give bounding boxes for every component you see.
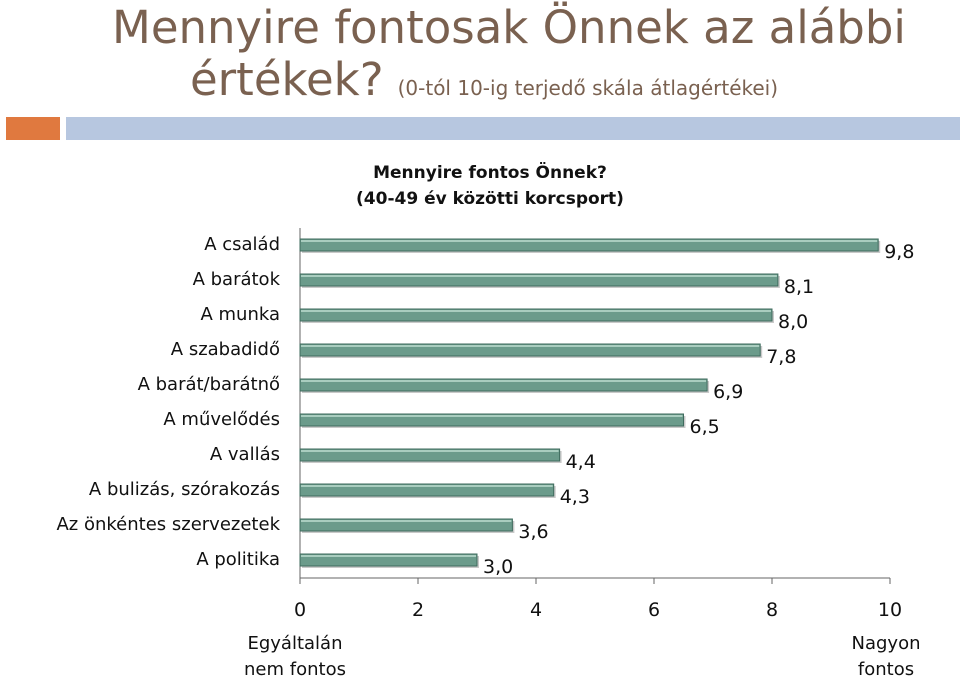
category-label: A szabadidő bbox=[170, 339, 280, 360]
x-tick-label: 6 bbox=[647, 599, 661, 621]
data-label: 8,1 bbox=[783, 276, 815, 298]
data-label: 3,6 bbox=[518, 521, 549, 543]
slide-title-line1: Mennyire fontosak Önnek az alábbi bbox=[112, 1, 906, 54]
accent-band-orange bbox=[6, 117, 60, 140]
x-tick-label: 4 bbox=[529, 599, 543, 621]
slide-title-line2-text: értékek? bbox=[190, 53, 384, 106]
chart-title: Mennyire fontos Önnek? bbox=[373, 163, 607, 183]
data-label: 4,4 bbox=[565, 451, 596, 473]
x-tick-label: 8 bbox=[765, 599, 779, 621]
x-tick-label: 10 bbox=[877, 599, 903, 621]
x-axis-left-label: Egyáltalán nem fontos bbox=[244, 633, 346, 680]
data-label: 7,8 bbox=[766, 346, 797, 368]
slide-subtitle: (0-tól 10-ig terjedő skála átlagértékei) bbox=[397, 76, 779, 100]
category-label: Az önkéntes szervezetek bbox=[56, 514, 280, 535]
data-label: 8,0 bbox=[778, 311, 809, 333]
category-label: A vallás bbox=[209, 444, 280, 465]
data-label: 6,9 bbox=[713, 381, 744, 403]
slide-title: Mennyire fontosak Önnek az alábbi értéke… bbox=[112, 2, 952, 114]
category-label: A művelődés bbox=[163, 409, 280, 430]
x-tick-label: 2 bbox=[411, 599, 425, 621]
chart-subtitle: (40-49 év közötti korcsport) bbox=[356, 189, 624, 209]
accent-band-blue bbox=[66, 117, 960, 140]
category-label: A politika bbox=[196, 549, 280, 570]
x-tick-label: 0 bbox=[293, 599, 307, 621]
data-label: 4,3 bbox=[559, 486, 590, 508]
data-label: 9,8 bbox=[884, 241, 915, 263]
category-label: A bulizás, szórakozás bbox=[88, 479, 280, 500]
slide-title-line2: értékek? (0-tól 10-ig terjedő skála átlag… bbox=[112, 54, 952, 114]
data-label: 3,0 bbox=[483, 556, 514, 578]
category-label: A barátok bbox=[192, 269, 280, 290]
category-label: A munka bbox=[200, 304, 280, 325]
category-label: A család bbox=[204, 234, 280, 255]
chart-title-block: Mennyire fontos Önnek? (40-49 év közötti… bbox=[320, 160, 660, 212]
category-label: A barát/barátnő bbox=[137, 374, 280, 395]
x-axis-right-label: Nagyon fontos bbox=[851, 633, 921, 680]
data-label: 6,5 bbox=[689, 416, 720, 438]
